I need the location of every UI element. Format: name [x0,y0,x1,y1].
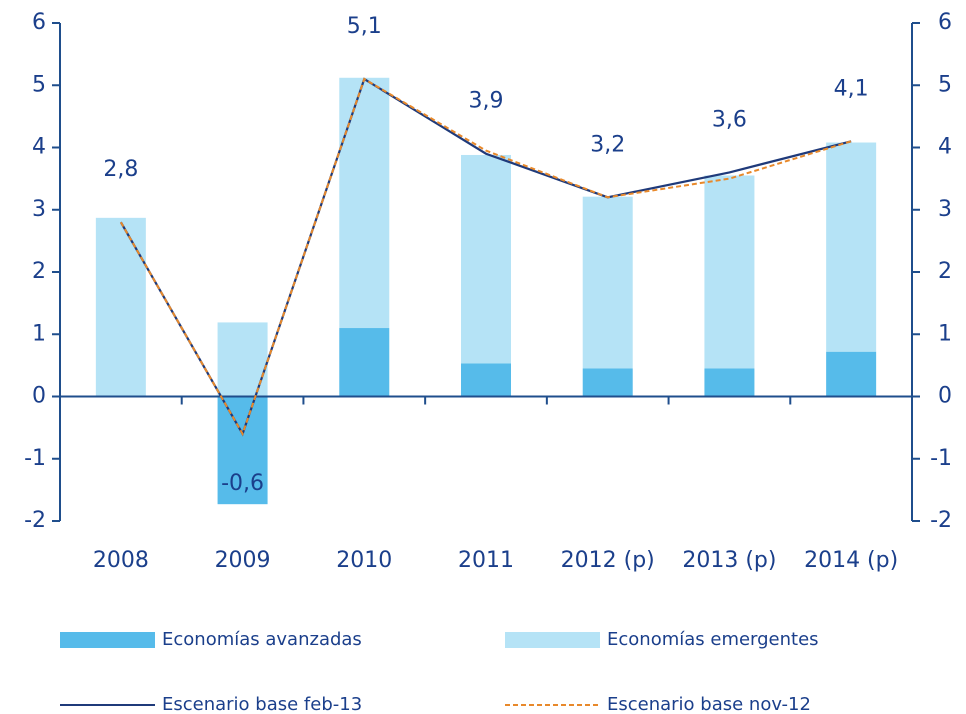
x-tick-label: 2010 [336,548,392,573]
y-tick-label: -2 [24,508,46,533]
bar [339,77,390,329]
x-tick-label: 2011 [458,548,514,573]
y2-tick-label: 2 [938,259,952,284]
bar [826,142,877,352]
y2-tick-label: 4 [938,135,952,160]
bar [217,396,268,505]
bar [461,363,511,397]
x-tick-label: 2013 (p) [682,548,776,573]
data-label: -0,6 [221,471,264,496]
legend-swatch [505,632,600,648]
legend-label: Escenario base feb-13 [162,694,362,714]
bar [582,196,633,369]
legend-swatch [60,632,155,648]
data-label: 3,6 [712,107,747,132]
bar [704,368,755,397]
x-tick-label: 2012 (p) [561,548,655,573]
data-label: 2,8 [103,157,138,182]
y-tick-label: -1 [24,446,46,471]
y-tick-label: 0 [32,384,46,409]
bar [339,328,390,397]
y-tick-label: 3 [32,197,46,222]
bar [461,154,511,364]
x-tick-label: 2008 [93,548,149,573]
bar [582,368,633,397]
y2-tick-label: -2 [930,508,952,533]
x-tick-label: 2014 (p) [804,548,898,573]
y2-tick-label: 3 [938,197,952,222]
y-tick-label: 4 [32,135,46,160]
data-label: 5,1 [347,14,382,39]
y2-tick-label: -1 [930,446,952,471]
data-label: 3,2 [590,132,625,157]
legend-label: Economías avanzadas [162,629,362,650]
y2-tick-label: 1 [938,321,952,346]
bar [704,175,755,369]
y2-tick-label: 6 [938,10,952,35]
line [119,77,852,437]
data-label: 4,1 [834,76,869,101]
y-tick-label: 2 [32,259,46,284]
bar [826,351,877,397]
x-tick-label: 2009 [215,548,271,573]
y-tick-label: 5 [32,72,46,97]
y2-tick-label: 5 [938,72,952,97]
legend: Economías avanzadas Economías emergentes E… [60,629,819,714]
legend-label: Escenario base nov-12 [607,694,811,714]
bar [95,217,146,397]
data-label: 3,9 [469,89,504,114]
y2-tick-label: 0 [938,384,952,409]
y-tick-label: 1 [32,321,46,346]
legend-label: Economías emergentes [607,629,819,650]
y-tick-label: 6 [32,10,46,35]
